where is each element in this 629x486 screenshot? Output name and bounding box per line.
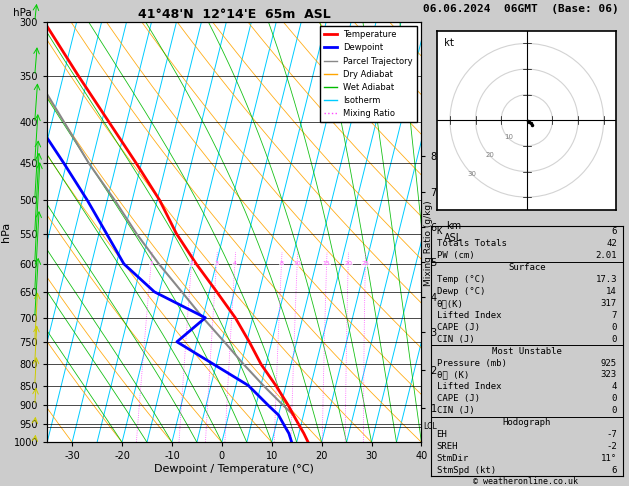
Text: Surface: Surface [508, 263, 545, 272]
Text: 7: 7 [611, 311, 617, 320]
Text: 1: 1 [149, 261, 153, 266]
Text: 8: 8 [279, 261, 284, 266]
Text: 25: 25 [361, 261, 369, 266]
Text: Totals Totals: Totals Totals [437, 240, 506, 248]
Y-axis label: hPa: hPa [1, 222, 11, 242]
Text: 4: 4 [233, 261, 237, 266]
Text: CIN (J): CIN (J) [437, 335, 474, 344]
Text: Lifted Index: Lifted Index [437, 382, 501, 391]
Text: PW (cm): PW (cm) [437, 251, 474, 260]
Text: 15: 15 [323, 261, 330, 266]
Text: © weatheronline.co.uk: © weatheronline.co.uk [473, 477, 577, 486]
Text: Lifted Index: Lifted Index [437, 311, 501, 320]
Text: SREH: SREH [437, 442, 458, 451]
Text: hPa: hPa [13, 8, 32, 17]
Text: 3: 3 [214, 261, 218, 266]
Text: 925: 925 [601, 359, 617, 367]
Text: -2: -2 [606, 442, 617, 451]
Text: LCL: LCL [423, 422, 437, 432]
Text: kt: kt [444, 38, 456, 48]
Text: 2: 2 [189, 261, 194, 266]
Text: 4: 4 [611, 382, 617, 391]
Text: 06.06.2024  06GMT  (Base: 06): 06.06.2024 06GMT (Base: 06) [423, 4, 618, 14]
Text: CIN (J): CIN (J) [437, 406, 474, 415]
X-axis label: Dewpoint / Temperature (°C): Dewpoint / Temperature (°C) [154, 464, 314, 474]
Text: 42: 42 [606, 240, 617, 248]
Text: θᴇ(K): θᴇ(K) [437, 299, 464, 308]
Text: 20: 20 [344, 261, 352, 266]
Text: Mixing Ratio (g/kg): Mixing Ratio (g/kg) [425, 200, 433, 286]
Text: 0: 0 [611, 406, 617, 415]
Text: Hodograph: Hodograph [503, 418, 551, 427]
Text: 14: 14 [606, 287, 617, 296]
Text: 17.3: 17.3 [596, 275, 617, 284]
Text: 10: 10 [504, 134, 513, 139]
Text: 0: 0 [611, 394, 617, 403]
Text: 317: 317 [601, 299, 617, 308]
Text: Most Unstable: Most Unstable [492, 347, 562, 356]
Text: 2.01: 2.01 [596, 251, 617, 260]
Y-axis label: km
ASL: km ASL [444, 221, 462, 243]
Text: 6: 6 [611, 227, 617, 237]
Text: StmSpd (kt): StmSpd (kt) [437, 466, 496, 475]
Title: 41°48'N  12°14'E  65m  ASL: 41°48'N 12°14'E 65m ASL [138, 8, 331, 21]
Text: Pressure (mb): Pressure (mb) [437, 359, 506, 367]
Text: CAPE (J): CAPE (J) [437, 323, 480, 332]
Text: 6: 6 [611, 466, 617, 475]
Legend: Temperature, Dewpoint, Parcel Trajectory, Dry Adiabat, Wet Adiabat, Isotherm, Mi: Temperature, Dewpoint, Parcel Trajectory… [320, 26, 417, 122]
Text: 323: 323 [601, 370, 617, 380]
Text: 0: 0 [611, 335, 617, 344]
Text: -7: -7 [606, 430, 617, 439]
Text: θᴇ (K): θᴇ (K) [437, 370, 469, 380]
Text: StmDir: StmDir [437, 454, 469, 463]
Text: EH: EH [437, 430, 447, 439]
Text: CAPE (J): CAPE (J) [437, 394, 480, 403]
Text: K: K [437, 227, 442, 237]
Text: Temp (°C): Temp (°C) [437, 275, 485, 284]
Text: 30: 30 [467, 171, 476, 176]
Text: 10: 10 [293, 261, 301, 266]
Text: 11°: 11° [601, 454, 617, 463]
Text: 20: 20 [486, 152, 494, 158]
Text: 0: 0 [611, 323, 617, 332]
Text: Dewp (°C): Dewp (°C) [437, 287, 485, 296]
